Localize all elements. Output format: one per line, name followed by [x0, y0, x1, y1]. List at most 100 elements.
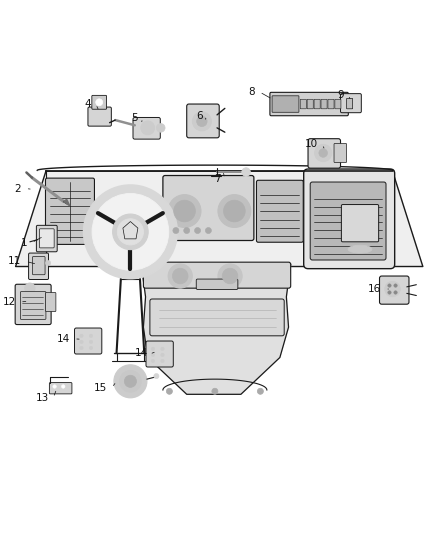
FancyBboxPatch shape: [314, 99, 320, 109]
Circle shape: [168, 195, 201, 228]
Polygon shape: [16, 171, 423, 266]
Circle shape: [80, 334, 83, 337]
Circle shape: [192, 112, 212, 131]
FancyBboxPatch shape: [335, 99, 341, 109]
FancyBboxPatch shape: [334, 143, 346, 163]
Circle shape: [173, 228, 179, 233]
Circle shape: [46, 261, 51, 265]
Text: 4: 4: [85, 99, 92, 109]
FancyBboxPatch shape: [28, 253, 49, 279]
FancyBboxPatch shape: [39, 229, 54, 248]
Circle shape: [120, 370, 141, 392]
Circle shape: [174, 200, 195, 222]
FancyBboxPatch shape: [150, 299, 284, 336]
Text: 5: 5: [131, 113, 138, 123]
Circle shape: [151, 353, 155, 357]
Circle shape: [161, 353, 164, 357]
FancyBboxPatch shape: [340, 94, 361, 112]
Circle shape: [205, 228, 212, 233]
FancyBboxPatch shape: [346, 99, 353, 109]
FancyBboxPatch shape: [270, 92, 348, 116]
Circle shape: [61, 385, 65, 388]
Circle shape: [141, 121, 155, 135]
Circle shape: [154, 374, 159, 379]
FancyBboxPatch shape: [328, 99, 334, 109]
Circle shape: [84, 185, 177, 279]
FancyBboxPatch shape: [307, 99, 313, 109]
FancyBboxPatch shape: [46, 293, 56, 312]
Polygon shape: [141, 264, 291, 394]
Circle shape: [197, 116, 207, 126]
FancyBboxPatch shape: [300, 99, 306, 109]
Text: 2: 2: [14, 183, 21, 193]
FancyBboxPatch shape: [36, 225, 57, 252]
Circle shape: [394, 284, 397, 287]
Circle shape: [168, 264, 192, 288]
Circle shape: [394, 291, 397, 294]
Text: 16: 16: [367, 284, 381, 294]
Text: 14: 14: [134, 348, 148, 358]
Circle shape: [194, 228, 201, 233]
Circle shape: [80, 340, 83, 344]
FancyBboxPatch shape: [341, 205, 378, 242]
Circle shape: [314, 144, 332, 161]
Text: 11: 11: [8, 256, 21, 266]
FancyBboxPatch shape: [46, 178, 95, 245]
FancyBboxPatch shape: [74, 328, 102, 354]
Text: 6: 6: [196, 111, 203, 121]
FancyBboxPatch shape: [92, 95, 106, 109]
Circle shape: [173, 268, 188, 284]
Circle shape: [258, 388, 263, 394]
FancyBboxPatch shape: [20, 292, 46, 319]
Text: 1: 1: [21, 238, 27, 248]
FancyBboxPatch shape: [146, 341, 173, 367]
Text: 13: 13: [36, 393, 49, 403]
FancyBboxPatch shape: [272, 96, 299, 112]
Text: 15: 15: [94, 383, 107, 393]
FancyBboxPatch shape: [133, 117, 160, 139]
Circle shape: [161, 347, 164, 351]
Circle shape: [385, 281, 400, 297]
Circle shape: [218, 264, 242, 288]
Polygon shape: [64, 199, 70, 206]
FancyBboxPatch shape: [304, 169, 395, 269]
FancyBboxPatch shape: [163, 175, 254, 240]
FancyBboxPatch shape: [310, 182, 386, 260]
Circle shape: [319, 149, 328, 157]
Circle shape: [166, 388, 173, 394]
Circle shape: [388, 284, 391, 287]
FancyBboxPatch shape: [15, 284, 51, 325]
FancyBboxPatch shape: [321, 99, 327, 109]
FancyBboxPatch shape: [196, 279, 238, 289]
Circle shape: [218, 195, 251, 228]
Circle shape: [92, 193, 169, 270]
Circle shape: [184, 228, 190, 233]
FancyBboxPatch shape: [379, 276, 409, 304]
Circle shape: [80, 346, 83, 350]
FancyBboxPatch shape: [32, 256, 45, 274]
Text: 8: 8: [248, 87, 255, 97]
FancyBboxPatch shape: [88, 107, 111, 126]
Circle shape: [53, 385, 57, 388]
Circle shape: [89, 340, 93, 344]
Circle shape: [222, 268, 238, 284]
Circle shape: [223, 200, 245, 222]
FancyBboxPatch shape: [257, 180, 303, 242]
Ellipse shape: [348, 245, 372, 253]
FancyBboxPatch shape: [143, 262, 291, 288]
Text: 9: 9: [337, 90, 343, 100]
Circle shape: [124, 375, 137, 387]
Circle shape: [89, 334, 93, 337]
Circle shape: [89, 346, 93, 350]
FancyBboxPatch shape: [49, 383, 72, 394]
Circle shape: [212, 388, 218, 394]
FancyBboxPatch shape: [308, 139, 340, 168]
Circle shape: [114, 365, 147, 398]
Circle shape: [388, 291, 391, 294]
Circle shape: [113, 214, 148, 249]
Text: 14: 14: [57, 334, 70, 344]
Circle shape: [242, 168, 251, 176]
FancyBboxPatch shape: [187, 104, 219, 138]
Circle shape: [156, 124, 165, 132]
Circle shape: [151, 359, 155, 362]
